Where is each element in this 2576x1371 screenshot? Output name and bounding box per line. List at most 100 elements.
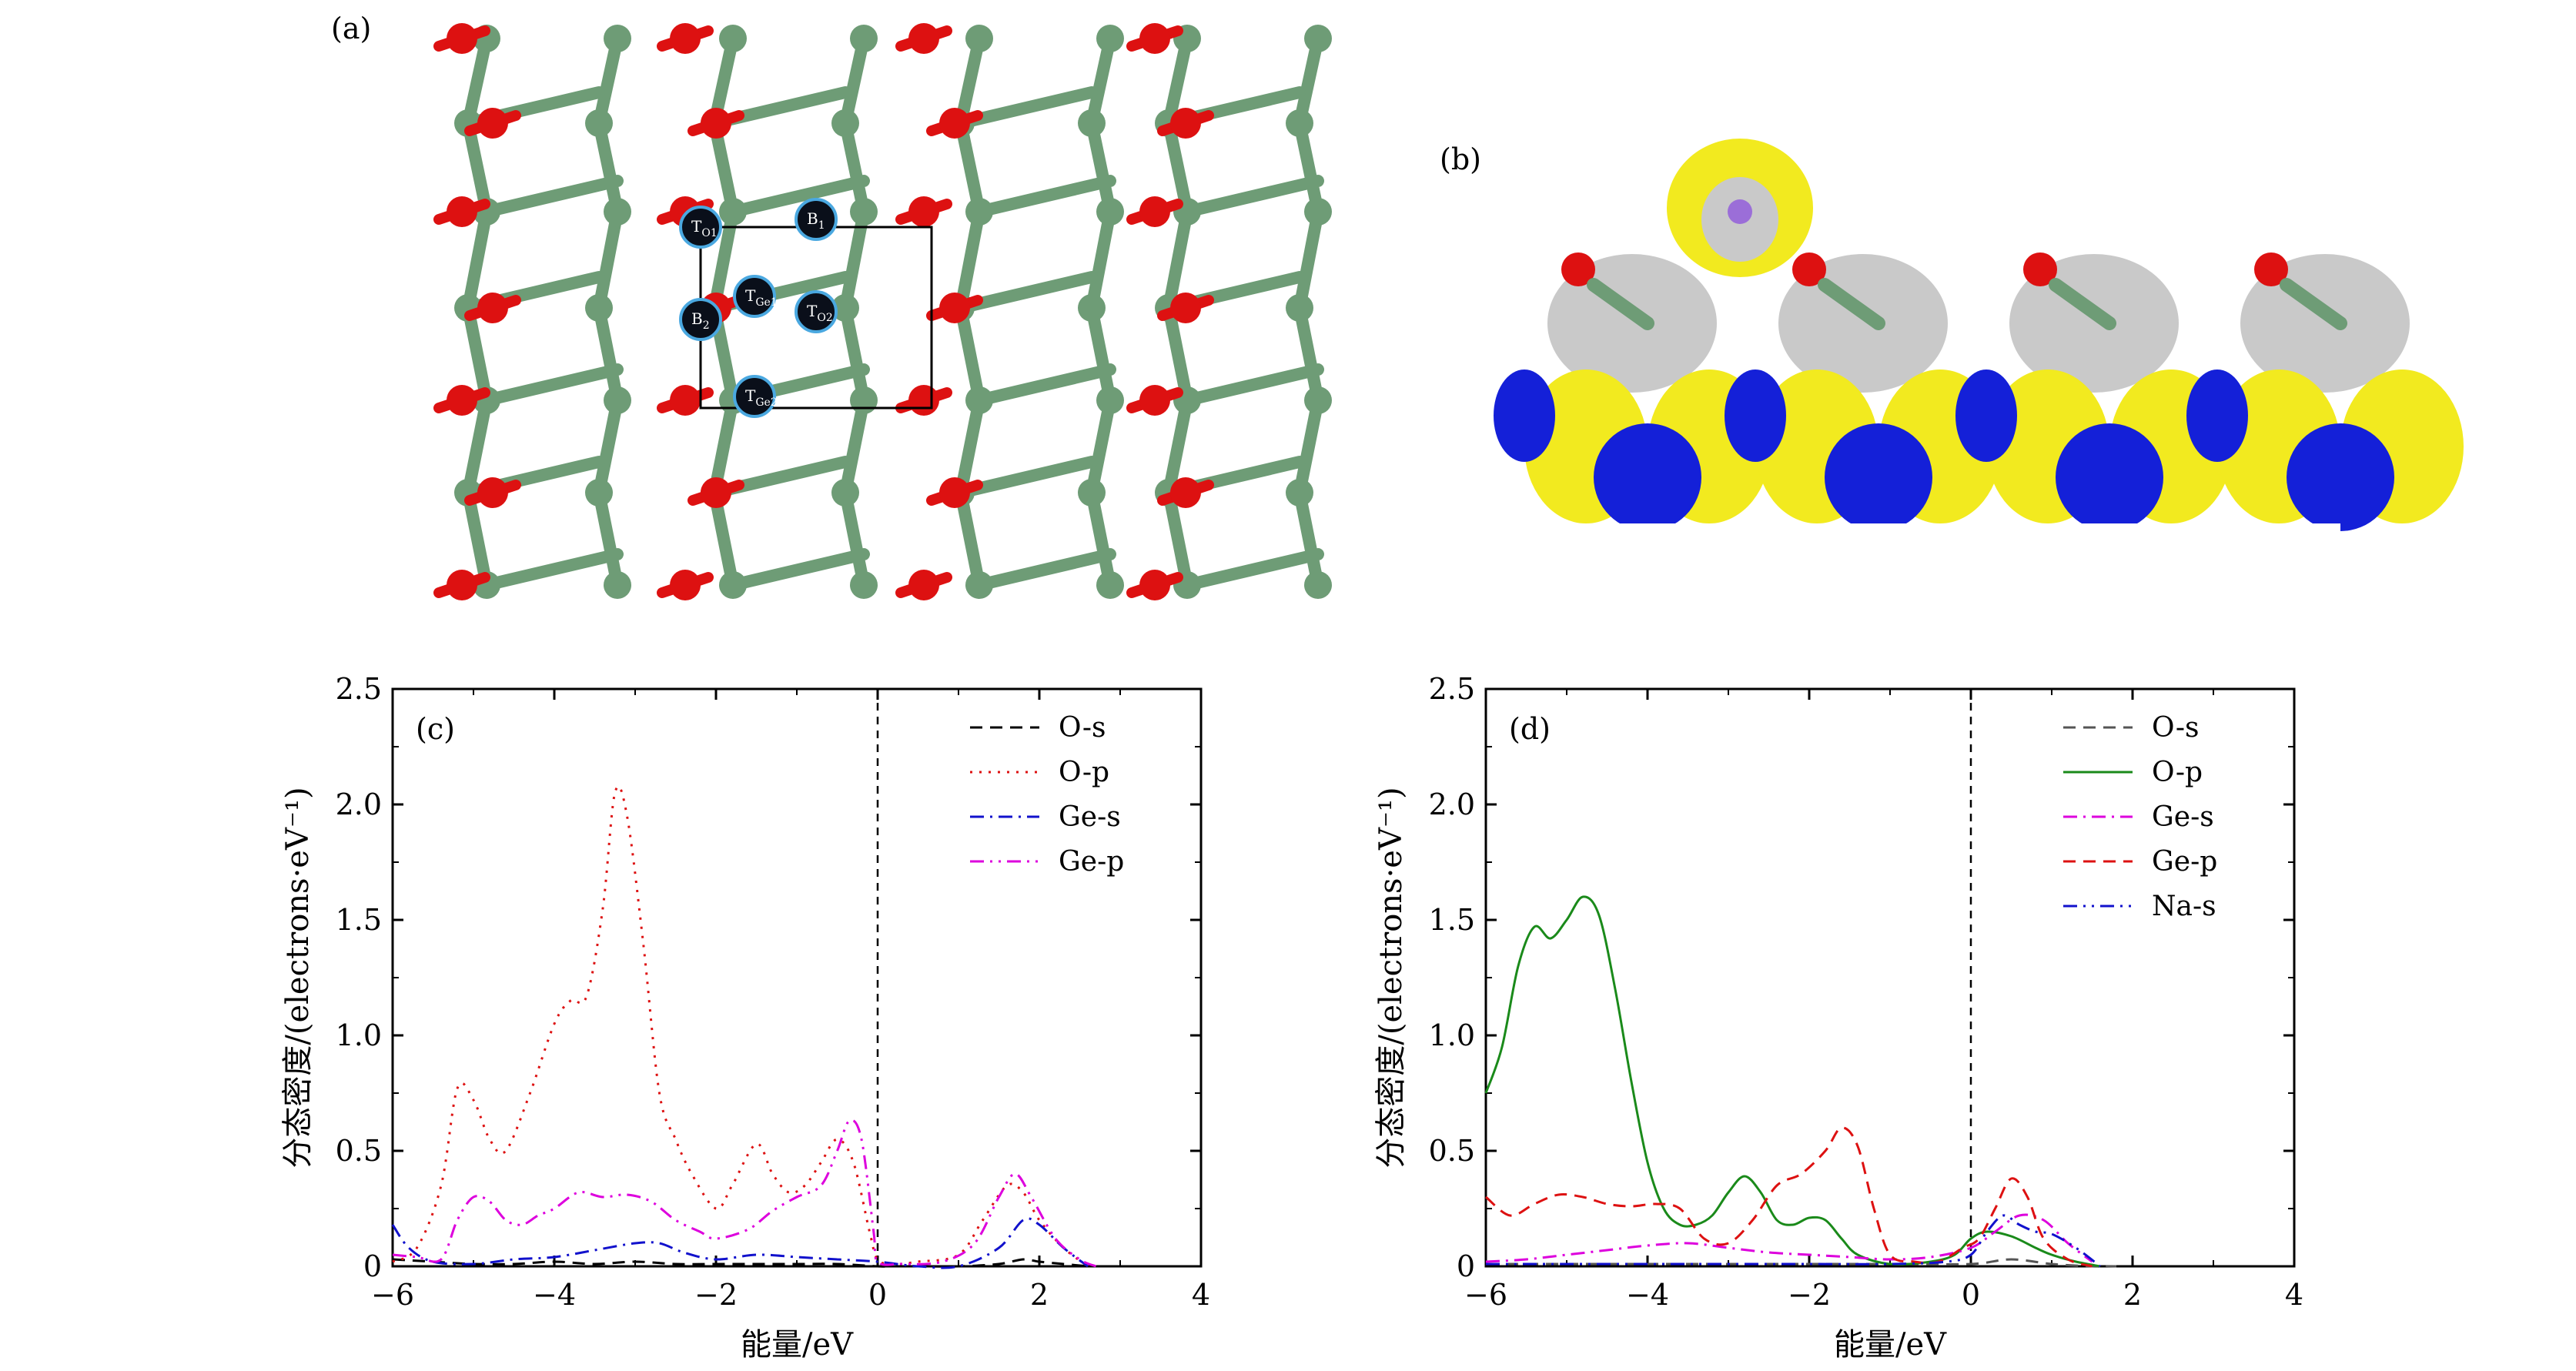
ge-atom <box>850 571 878 599</box>
panel-label: (c) <box>416 712 455 746</box>
y-tick-label: 0.5 <box>1429 1134 1475 1168</box>
ge-atom <box>604 386 631 414</box>
o-atom <box>1170 108 1201 139</box>
blue-lobe <box>2056 423 2163 531</box>
ge-ge-bond <box>955 86 1098 129</box>
o-atom <box>1792 252 1826 286</box>
series-line-ge-s <box>1485 1213 2093 1263</box>
ge-atom <box>604 25 631 52</box>
o-atom <box>1139 570 1170 600</box>
o-atom <box>447 385 477 416</box>
iso-crop-bottom <box>1524 523 2340 539</box>
x-tick-label: −6 <box>1464 1278 1507 1312</box>
ge-atom <box>1286 479 1313 507</box>
ge-atom <box>1078 109 1106 137</box>
ge-atom <box>831 479 859 507</box>
ge-ge-bond <box>973 175 1116 218</box>
o-atom <box>1170 477 1201 508</box>
ge-atom <box>604 198 631 226</box>
ge-atom <box>831 294 859 322</box>
o-atom <box>908 23 939 54</box>
o-atom <box>477 477 508 508</box>
y-tick-label: 0 <box>363 1249 382 1283</box>
site-marker <box>795 290 838 333</box>
x-tick-label: −4 <box>533 1278 576 1312</box>
ge-ge-bond <box>955 271 1098 314</box>
ge-ge-bond <box>480 175 624 218</box>
site-label-sub: 2 <box>703 319 710 332</box>
pdos-plot-d: −6 −4 −2 0 2 4 0 0.5 1.0 1.5 2.0 2.5 O-s O-p Ge-s Ge-p N… <box>1373 672 2303 1363</box>
ge-o-bond <box>1587 278 1654 330</box>
o-atom <box>477 108 508 139</box>
y-tick-label: 2.5 <box>336 672 382 706</box>
x-axis-title: 能量/eV <box>741 1327 854 1363</box>
blue-lobe <box>1825 423 1932 531</box>
ge-o-bond <box>2280 278 2347 330</box>
ge-ge-bond <box>1181 363 1324 406</box>
blue-lobe <box>1725 370 1786 462</box>
y-tick-label: 2.0 <box>336 787 382 821</box>
y-tick-label: 1.0 <box>1429 1018 1475 1052</box>
ge-ge-bond <box>1181 548 1324 591</box>
ge-atom <box>1304 198 1332 226</box>
o-atom <box>939 108 970 139</box>
o-atom <box>670 385 701 416</box>
o-atom <box>447 570 477 600</box>
x-tick-label: 4 <box>1192 1278 1210 1312</box>
ge-o-bond <box>1818 278 1885 330</box>
pdos-plot-c: −6 −4 −2 0 2 4 0 0.5 1.0 1.5 2.0 2.5 O-s O-p Ge-s Ge-p (… <box>280 672 1210 1363</box>
site-marker <box>795 198 838 241</box>
site-label-sub: Ge1 <box>755 296 777 309</box>
ge-ge-bond <box>973 363 1116 406</box>
ge-atom <box>1078 479 1106 507</box>
ge-ge-bond <box>727 548 870 591</box>
o-atom <box>908 570 939 600</box>
series-line-o-p <box>392 785 1089 1268</box>
x-axis-title: 能量/eV <box>1834 1327 1947 1363</box>
o-atom <box>2023 252 2057 286</box>
ge-atom <box>1286 109 1313 137</box>
x-tick-label: −4 <box>1626 1278 1669 1312</box>
x-tick-label: −2 <box>1788 1278 1831 1312</box>
ge-ge-bond <box>480 363 624 406</box>
site-marker <box>733 375 776 418</box>
legend-label: O-p <box>2152 757 2203 788</box>
pdos-chart-d: −6 −4 −2 0 2 4 0 0.5 1.0 1.5 2.0 2.5 O-s O-p Ge-s Ge-p N… <box>1340 662 2394 1370</box>
lattice-structure-figure: (a) TO1 B1 TGe1 TO2 B2 TGe2 <box>331 12 1332 600</box>
ge-o-bond <box>2049 278 2116 330</box>
ge-atom <box>1304 386 1332 414</box>
ge-atom <box>1078 294 1106 322</box>
ge-atom <box>850 198 878 226</box>
site-b-1: B1 <box>795 198 838 241</box>
o-atom <box>670 23 701 54</box>
legend-label: Ge-p <box>2152 846 2217 878</box>
isosurface-render <box>1494 139 2464 539</box>
panel-label-b: (b) <box>1440 142 1481 176</box>
o-atom <box>477 293 508 323</box>
ge-atom <box>604 571 631 599</box>
site-label-sub: O1 <box>701 227 717 239</box>
blue-lobe <box>2287 423 2394 531</box>
charge-density-panel-b: (b) <box>1440 123 2464 539</box>
x-tick-label: −2 <box>694 1278 738 1312</box>
y-axis-title: 分态密度/(electrons·eV⁻¹) <box>280 787 316 1168</box>
panel-label: (d) <box>1509 712 1551 746</box>
o-atom <box>447 23 477 54</box>
adsorption-sites: TO1 B1 TGe1 TO2 B2 TGe2 <box>679 198 838 418</box>
y-tick-label: 0.5 <box>336 1134 382 1168</box>
series-line-ge-p <box>392 1119 1097 1268</box>
site-t-ge2: TGe2 <box>733 375 778 418</box>
site-label-sub: Ge2 <box>755 396 777 409</box>
x-tick-label: 2 <box>1030 1278 1049 1312</box>
panel-label-a: (a) <box>331 12 371 45</box>
ge-atom <box>1096 198 1124 226</box>
site-t-o1: TO1 <box>679 206 722 249</box>
site-label-sub: 1 <box>818 219 825 232</box>
o-atom <box>908 196 939 227</box>
o-atom <box>1561 252 1595 286</box>
o-atom <box>939 477 970 508</box>
x-tick-label: −6 <box>371 1278 414 1312</box>
o-atom <box>1170 293 1201 323</box>
legend-label: Ge-s <box>1059 801 1121 833</box>
ge-ge-bond <box>955 456 1098 499</box>
